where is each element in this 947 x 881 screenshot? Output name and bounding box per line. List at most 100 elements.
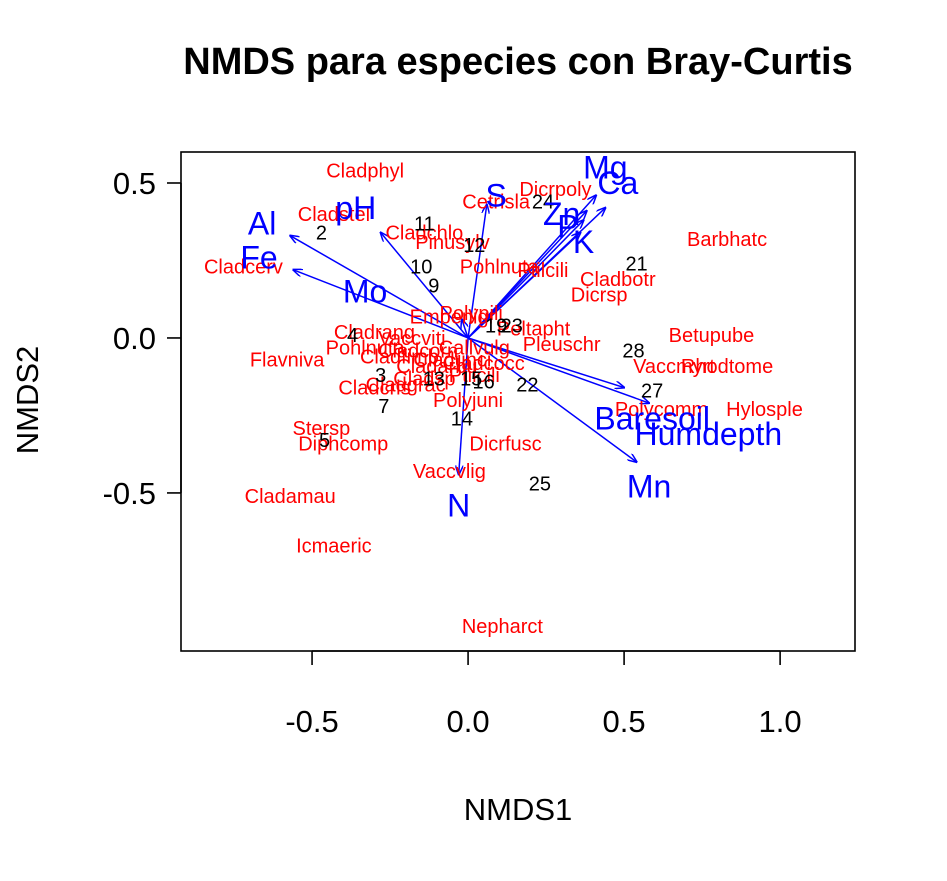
x-axis-label: NMDS1 [464, 792, 573, 827]
env-vector-arrow [290, 236, 469, 339]
env-vector-arrow [459, 337, 469, 474]
species-label: Polypili [440, 303, 503, 325]
species-label: Vaccvlig [413, 461, 486, 483]
site-label: 3 [375, 365, 386, 387]
species-label: Cladcorn [378, 340, 458, 362]
species-label: Cladgrac [366, 374, 446, 396]
env-vector-label: Mo [343, 273, 387, 309]
species-label: Icmaeric [296, 536, 372, 558]
x-tick-label: 0.5 [603, 704, 646, 739]
species-label: Hylosple [726, 399, 803, 421]
species-label: Empenigr [410, 306, 496, 328]
env-vector-label: Mn [627, 469, 671, 505]
chart-title: NMDS para especies con Bray-Curtis [183, 41, 852, 83]
species-label: Cladamau [245, 486, 336, 508]
y-axis: -0.5 0.0 0.5 [103, 166, 182, 511]
x-tick-label: -0.5 [285, 704, 338, 739]
x-axis: -0.5 0.0 0.5 1.0 [285, 650, 802, 739]
env-vector-label: Fe [240, 239, 277, 275]
env-vector-arrow [467, 337, 649, 403]
env-vector-label: S [485, 177, 506, 213]
species-label: Dicrsp [571, 285, 628, 307]
site-label: 19 [485, 316, 507, 338]
env-vector-label: Mg [583, 149, 627, 185]
species-label: Nepharct [462, 616, 544, 638]
species-label: Ptilcili [517, 260, 568, 282]
site-label: 10 [410, 257, 432, 279]
site-label: 27 [641, 381, 663, 403]
species-label: Rhodtome [681, 356, 773, 378]
species-label: Polycomm [615, 399, 708, 421]
y-tick-label: -0.5 [103, 476, 156, 511]
env-vector-label: Baresoil [594, 401, 710, 437]
env-vector-label: Al [248, 205, 276, 241]
species-label: Dicrfusc [469, 433, 541, 455]
species-label: Cladarbu [396, 356, 477, 378]
species-label: Pohlnuta [460, 257, 540, 279]
species-label: Cladrang [334, 322, 415, 344]
species-label: Pohlnuta [326, 337, 406, 359]
species-label: Betupube [669, 325, 755, 347]
site-label: 14 [451, 409, 473, 431]
site-label: 5 [319, 430, 330, 452]
y-tick-label: 0.5 [113, 166, 156, 201]
species-label: Polyjuni [433, 390, 503, 412]
species-label: Pinusylv [415, 232, 489, 254]
species-label: Pleuschr [523, 334, 601, 356]
x-tick-label: 0.0 [447, 704, 490, 739]
env-vector-label: K [573, 224, 594, 260]
species-label: Cetrisla [462, 192, 531, 214]
species-label: Callvulg [439, 337, 510, 359]
env-vector-arrow [467, 220, 583, 339]
site-label: 24 [532, 192, 554, 214]
species-label: Cladsp [393, 368, 455, 390]
species-label: Cladbotr [580, 269, 656, 291]
site-label: 28 [622, 340, 644, 362]
env-vector-arrow [293, 270, 469, 339]
site-label: 4 [347, 325, 358, 347]
env-vector-label: pH [335, 190, 376, 226]
species-label: Barbhatc [687, 229, 767, 251]
env-vector-label: N [447, 487, 470, 523]
env-vector-label: Ca [597, 165, 638, 201]
site-label: 23 [501, 316, 523, 338]
env-vector-arrow [381, 233, 469, 339]
species-label: Cladunci [414, 350, 492, 372]
env-vector-arrow [467, 205, 487, 339]
species-label: Vaccmyrt [633, 356, 715, 378]
env-vector-label: Humdepth [635, 416, 783, 452]
site-label: 7 [378, 396, 389, 418]
species-label: Cladstel [298, 204, 370, 226]
env-vector-arrow [467, 337, 637, 462]
env-vector-arrow [462, 319, 469, 339]
y-axis-label: NMDS2 [10, 346, 45, 455]
species-label: Cladcocc [443, 353, 525, 375]
species-label: Cladcris [338, 378, 410, 400]
site-label: 9 [428, 275, 439, 297]
species-label: Dicrpoly [519, 179, 591, 201]
site-label: 11 [414, 213, 435, 235]
site-label: 2 [316, 223, 327, 245]
x-tick-label: 1.0 [759, 704, 802, 739]
site-label: 22 [516, 374, 538, 396]
species-label: Cladchlo [385, 223, 463, 245]
species-label: Vaccviti [378, 328, 445, 350]
site-label: 15 [460, 368, 482, 390]
env-vector-label: P [557, 208, 578, 244]
env-vectors [290, 195, 649, 474]
y-tick-label: 0.0 [113, 321, 156, 356]
site-label: 25 [529, 474, 551, 496]
species-label: Stersp [293, 418, 351, 440]
species-label: Cladcerv [204, 257, 283, 279]
env-vector-arrow [467, 233, 580, 339]
species-label: Flavniva [250, 350, 325, 372]
species-label: Ptilcili [449, 365, 500, 387]
species-label: Cladfimb [360, 347, 439, 369]
site-label: 21 [625, 254, 647, 276]
species-label: Cladphyl [326, 161, 404, 183]
site-label: 12 [463, 235, 485, 257]
